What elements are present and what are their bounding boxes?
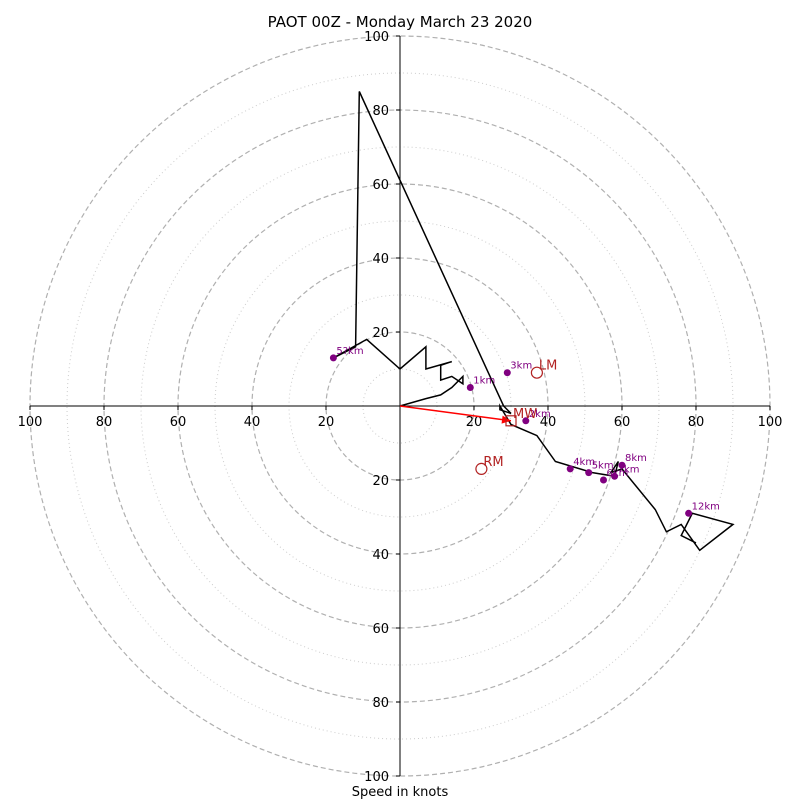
y-tick-label: 40	[372, 548, 389, 563]
tick-labels: 100 100 100 100 80 80 80 80 60 60 60 60 40 40 40 40 20 20…	[18, 30, 783, 785]
height-point-6km	[600, 476, 607, 484]
height-point-4km	[566, 465, 574, 473]
x-tick-label: 100	[758, 415, 783, 430]
height-point-5km	[585, 469, 593, 477]
x-tick-label: 100	[18, 415, 43, 430]
y-tick-label: 60	[372, 178, 389, 193]
wind-trace	[333, 91, 735, 552]
marker-LM	[530, 366, 544, 379]
height-label-12km: 12km	[692, 501, 720, 512]
x-tick-label: 60	[614, 415, 631, 430]
y-tick-label: 60	[372, 622, 389, 637]
height-point-7km	[611, 472, 619, 480]
wind-trace-line	[333, 91, 735, 552]
height-label-3km: 3km	[510, 361, 532, 372]
y-tick-label: 80	[372, 696, 389, 711]
marker-RM	[475, 462, 488, 475]
mean-wind-vector	[399, 405, 512, 424]
y-tick-label: 40	[372, 252, 389, 267]
y-tick-label: 100	[364, 770, 389, 785]
x-tick-label: 20	[466, 415, 483, 430]
marker-label-MW: MW	[513, 407, 537, 422]
height-point-1km	[466, 384, 474, 391]
storm-motion-markers: LM RM MW	[475, 359, 557, 475]
height-label-1km: 1km	[473, 376, 495, 387]
height-point-5?km	[329, 354, 337, 362]
x-axis-label: Speed in knots	[352, 785, 449, 800]
height-label-8km: 8km	[625, 453, 647, 464]
height-point-2km	[522, 417, 530, 425]
x-tick-label: 80	[96, 415, 113, 430]
marker-label-LM: LM	[539, 359, 557, 374]
height-point-12km	[685, 509, 693, 517]
height-label-5km: 5km	[592, 461, 614, 472]
x-tick-label: 60	[170, 415, 187, 430]
y-tick-label: 20	[372, 474, 389, 489]
marker-MW	[505, 415, 517, 427]
mean-wind-vector-line	[399, 405, 512, 422]
height-point-8km	[618, 461, 626, 469]
height-label-2km: 2km	[529, 409, 551, 420]
x-tick-label: 40	[540, 415, 557, 430]
x-tick-label: 80	[688, 415, 705, 430]
chart-title: PAOT 00Z - Monday March 23 2020	[268, 13, 533, 31]
marker-label-RM: RM	[483, 455, 503, 470]
height-label-7km: 7km	[618, 464, 640, 475]
y-tick-label: 20	[372, 326, 389, 341]
height-label-6km: 6km	[607, 468, 629, 479]
y-tick-label: 80	[372, 104, 389, 119]
height-label-5?km: 5?km	[336, 346, 363, 357]
x-tick-label: 40	[244, 415, 261, 430]
height-label-4km: 4km	[573, 457, 595, 468]
height-point-3km	[503, 369, 511, 377]
y-tick-label: 100	[364, 30, 389, 45]
x-tick-label: 20	[318, 415, 335, 430]
